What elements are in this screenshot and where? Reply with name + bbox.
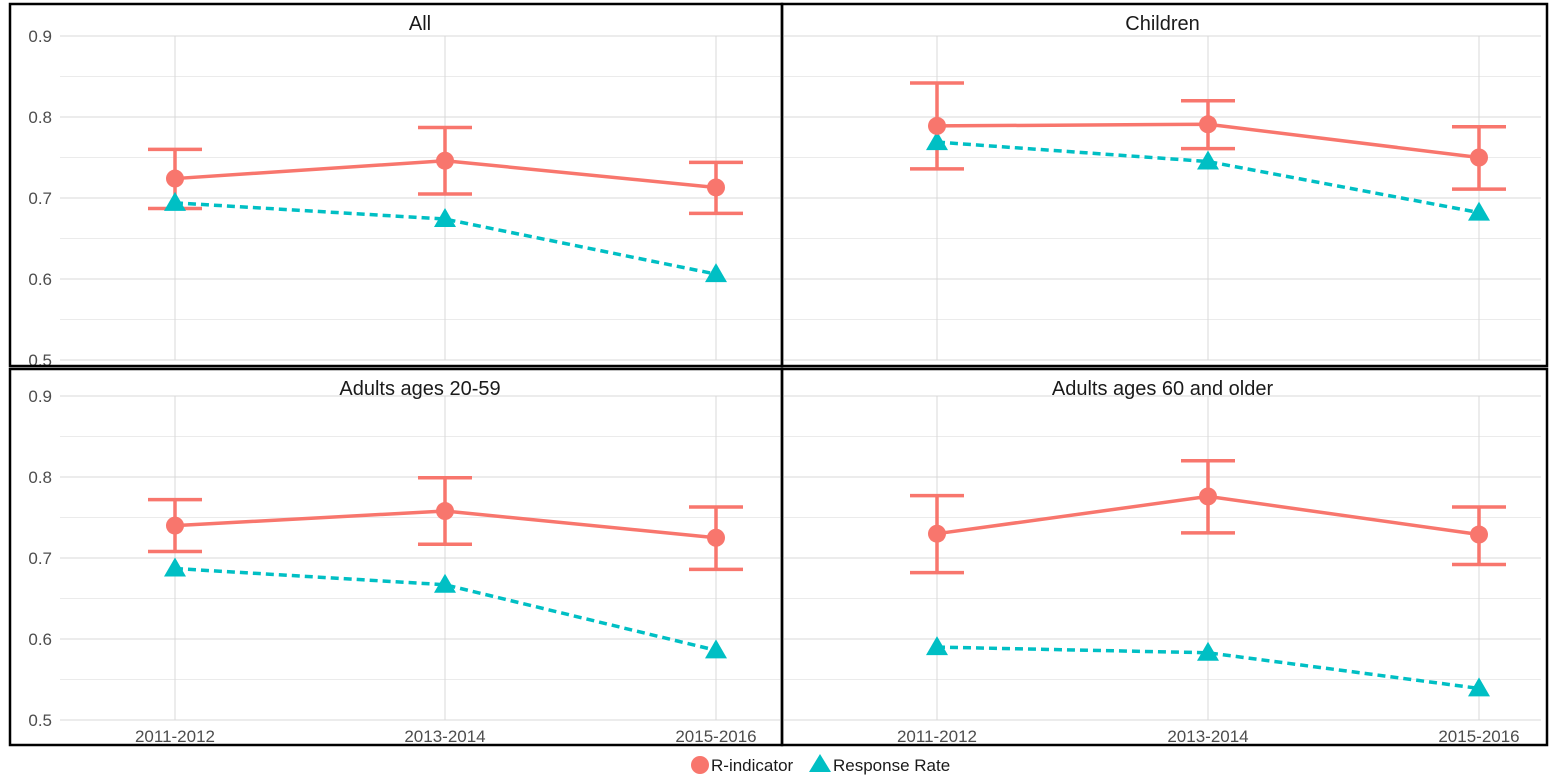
panel-border [8,367,784,747]
response-rate-line [936,140,1480,215]
response-rate-point [434,573,456,593]
panel-border [780,2,1549,368]
y-tick-label: 0.8 [28,108,52,127]
legend-label-response-rate: Response Rate [833,756,950,775]
legend-label-r-indicator: R-indicator [711,756,794,775]
response-rate-point [705,263,727,283]
r-indicator-point [1470,525,1488,544]
response-rate-point [434,208,456,228]
x-tick-label: 2015-2016 [675,727,756,746]
response-rate-point [164,191,186,211]
panel-4: 2011-2012 2013-2014 2015-2016 Adults ages 6… [780,367,1549,747]
y-tick-label: 0.9 [28,387,52,406]
x-tick-label: 2011-2012 [135,727,215,746]
legend-response-rate-icon [809,754,831,772]
x-tick-label: 2015-2016 [1438,727,1519,746]
panel-title: Adults ages 20-59 [339,378,500,400]
r-indicator-point [928,524,946,543]
panel-title: Adults ages 60 and older [1052,378,1274,400]
panel-title: Children [1125,13,1199,35]
y-tick-label: 0.7 [28,189,52,208]
response-rate-point [164,557,186,577]
panel-3: 0.5 0.6 0.7 0.8 0.9 2011-2012 2013-2014 2015-20… [8,367,784,747]
panel-title: All [409,13,431,35]
legend-r-indicator-icon [691,756,709,774]
r-indicator-point [436,502,454,521]
y-tick-label: 0.6 [28,270,52,289]
panel-2: Children [780,2,1549,368]
r-indicator-point [1199,115,1217,134]
y-tick-label: 0.8 [28,468,52,487]
r-indicator-point [436,151,454,170]
y-tick-label: 0.6 [28,630,52,649]
response-rate-point [1468,677,1490,697]
response-rate-point [705,639,727,659]
y-tick-label: 0.7 [28,549,52,568]
y-tick-label: 0.9 [28,27,52,46]
x-tick-label: 2011-2012 [897,727,977,746]
r-indicator-point [166,169,184,188]
panel-border [8,2,784,368]
r-indicator-point [166,516,184,535]
response-rate-point [1197,150,1219,170]
response-rate-point [926,636,948,656]
x-tick-label: 2013-2014 [1167,727,1248,746]
response-rate-point [1468,201,1490,221]
r-indicator-point [928,116,946,135]
y-tick-label: 0.5 [28,711,52,730]
response-rate-point [1197,641,1219,661]
response-rate-point [926,131,948,151]
r-indicator-point [707,178,725,197]
legend: R-indicator Response Rate [691,754,950,775]
response-rate-line [174,566,717,653]
panel-border [780,367,1549,747]
x-tick-label: 2013-2014 [404,727,485,746]
r-indicator-point [1470,148,1488,167]
r-indicator-point [707,528,725,547]
r-indicator-point [1199,487,1217,506]
